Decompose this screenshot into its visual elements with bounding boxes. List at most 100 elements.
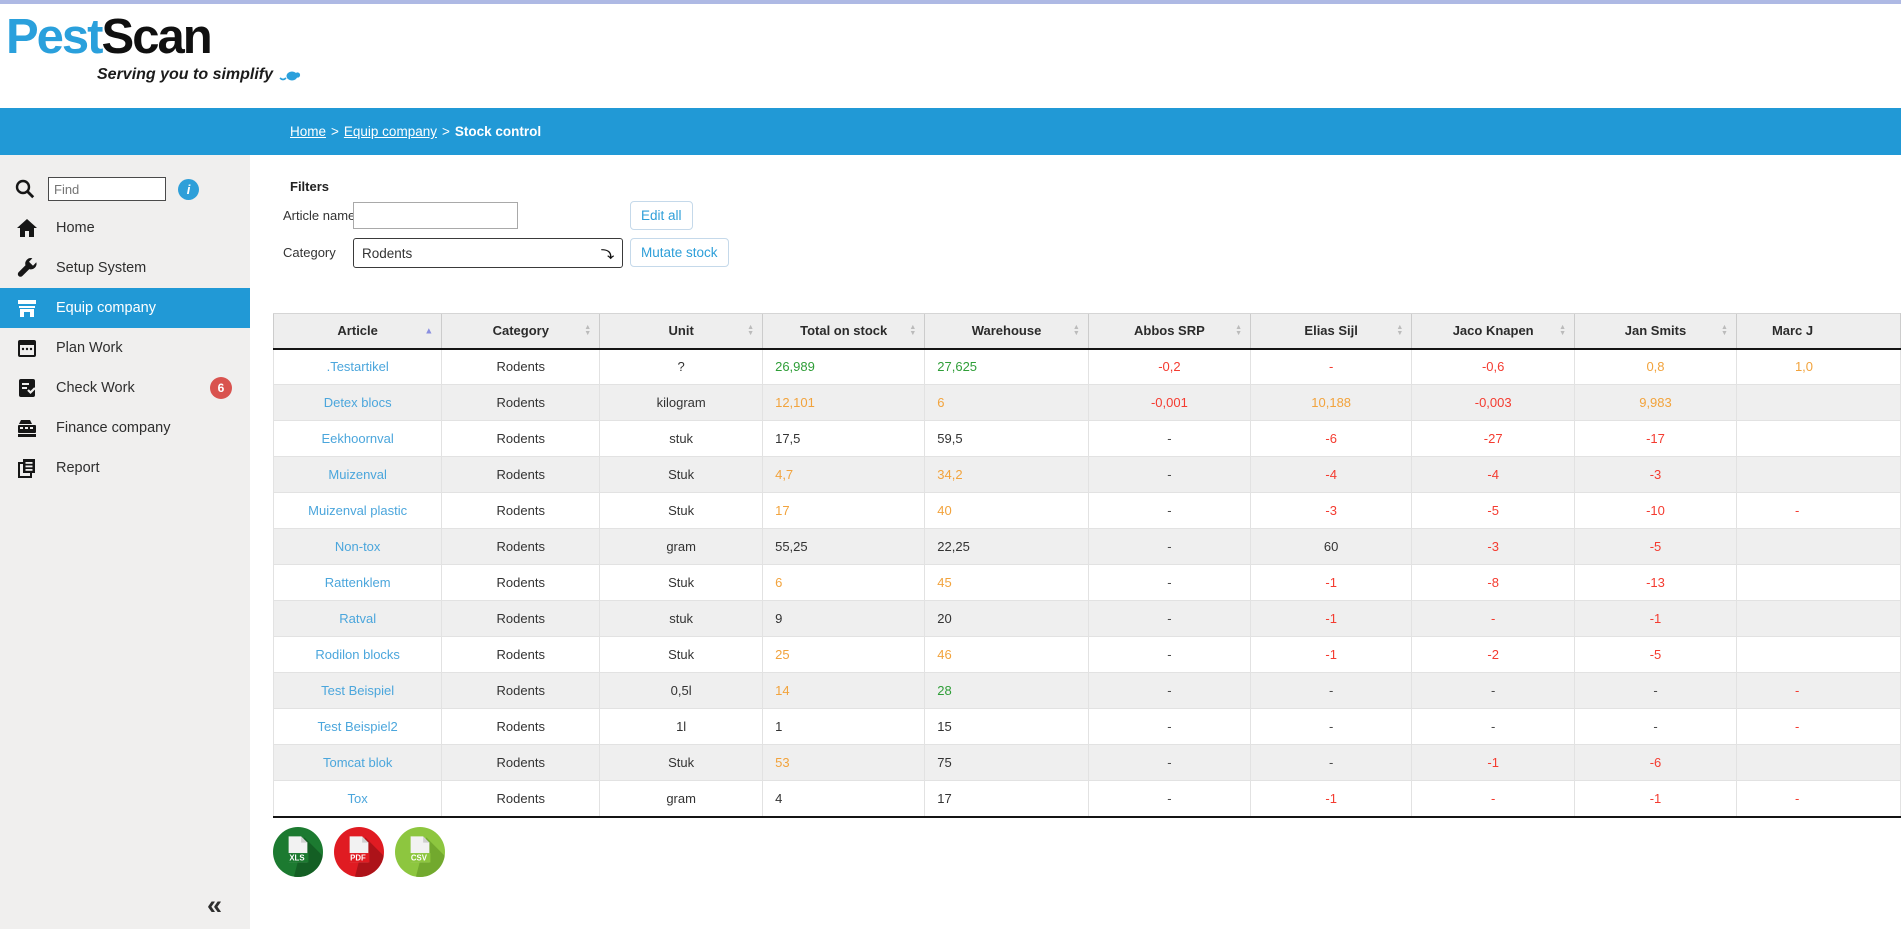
- sidebar-item-home[interactable]: Home: [0, 208, 250, 248]
- stock-value-cell: -10: [1574, 492, 1737, 529]
- stock-value-cell: -6: [1250, 420, 1413, 457]
- breadcrumb: Home > Equip company > Stock control: [0, 108, 1901, 155]
- unit-cell: stuk: [599, 600, 764, 637]
- stock-value-cell: [1735, 564, 1901, 601]
- unit-cell: Stuk: [599, 456, 764, 493]
- column-header-label: Jan Smits: [1624, 323, 1687, 339]
- category-cell: Rodents: [441, 672, 601, 709]
- export-xls-button[interactable]: XLS: [273, 827, 323, 877]
- stock-value-cell: -5: [1574, 528, 1737, 565]
- stock-value-cell: -: [1250, 708, 1413, 745]
- edit-all-button[interactable]: Edit all: [630, 201, 693, 230]
- article-link[interactable]: Non-tox: [272, 528, 443, 565]
- sidebar-item-report[interactable]: Report: [0, 448, 250, 488]
- column-header-jan-smits[interactable]: Jan Smits ▲ ▼: [1574, 313, 1737, 349]
- table-row: Muizenval Rodents Stuk 4,7 34,2- -4 -4 -3: [272, 456, 1901, 493]
- find-input[interactable]: [48, 177, 166, 201]
- table-row: Test Beispiel Rodents 0,5l 14 28- - - - -: [272, 672, 1901, 709]
- stock-value-cell: 20: [924, 600, 1089, 637]
- stock-value-cell: 22,25: [924, 528, 1089, 565]
- category-select[interactable]: Rodents ⤵: [353, 238, 623, 268]
- table-body: .Testartikel Rodents? 26,989 27,625 -0,2- -0,…: [272, 348, 1901, 817]
- wrench-icon: [15, 257, 39, 279]
- article-link[interactable]: Muizenval plastic: [272, 492, 443, 529]
- article-link[interactable]: Tomcat blok: [272, 744, 443, 781]
- export-pdf-button[interactable]: PDF: [334, 827, 384, 877]
- column-header-category[interactable]: Category ▲ ▼: [441, 313, 600, 349]
- unit-cell: Stuk: [599, 564, 764, 601]
- sort-both-icon: ▲ ▼: [747, 323, 755, 337]
- column-header-label: Abbos SRP: [1133, 323, 1205, 339]
- stock-value-cell: -3: [1574, 456, 1737, 493]
- table-row: Tomcat blok Rodents Stuk 53 75- - -1 -6: [272, 744, 1901, 781]
- stock-value-cell: -: [1087, 420, 1252, 457]
- column-header-abbos-srp[interactable]: Abbos SRP ▲ ▼: [1087, 313, 1251, 349]
- article-link[interactable]: Muizenval: [272, 456, 443, 493]
- mutate-stock-button[interactable]: Mutate stock: [630, 238, 729, 267]
- logo-tagline: Serving you to simplify: [97, 66, 301, 86]
- stock-value-cell: -3: [1411, 528, 1576, 565]
- info-icon[interactable]: i: [178, 178, 199, 200]
- column-header-label: Marc J: [1771, 323, 1814, 339]
- stock-value-cell: 55,25: [762, 528, 926, 565]
- stock-value-cell: [1735, 744, 1901, 781]
- breadcrumb-link[interactable]: Home: [290, 124, 327, 139]
- stock-value-cell: -2: [1411, 636, 1576, 673]
- export-csv-button[interactable]: CSV: [395, 827, 445, 877]
- sidebar-item-plan-work[interactable]: Plan Work: [0, 328, 250, 368]
- column-header-jaco-knapen[interactable]: Jaco Knapen ▲ ▼: [1411, 313, 1575, 349]
- unit-cell: kilogram: [599, 384, 764, 421]
- stock-value-cell: 14: [762, 672, 926, 709]
- category-cell: Rodents: [441, 492, 601, 529]
- stock-value-cell: 15: [924, 708, 1089, 745]
- table-row: Eekhoornval Rodents stuk 17,5 59,5- -6 -27 -17: [272, 420, 1901, 457]
- collapse-sidebar-button[interactable]: «: [206, 890, 222, 920]
- sidebar-item-equip-company[interactable]: Equip company: [0, 288, 250, 328]
- column-header-marc-j[interactable]: Marc J: [1735, 313, 1901, 349]
- column-header-total-on-stock[interactable]: Total on stock ▲ ▼: [762, 313, 925, 349]
- stock-value-cell: 4: [762, 780, 926, 817]
- article-name-input[interactable]: [353, 202, 518, 229]
- article-link[interactable]: Tox: [272, 780, 443, 817]
- stock-value-cell: -1: [1250, 636, 1413, 673]
- sidebar-item-check-work[interactable]: Check Work 6: [0, 368, 250, 408]
- article-link[interactable]: Eekhoornval: [272, 420, 443, 457]
- stock-value-cell: -: [1411, 708, 1576, 745]
- svg-text:CSV: CSV: [411, 853, 428, 862]
- stock-value-cell: -1: [1411, 744, 1576, 781]
- column-header-warehouse[interactable]: Warehouse ▲ ▼: [924, 313, 1089, 349]
- stock-value-cell: -: [1087, 456, 1252, 493]
- main-content: Filters Article name Edit all Category R…: [250, 155, 1901, 929]
- stock-value-cell: -: [1411, 672, 1576, 709]
- sort-both-icon: ▲ ▼: [1559, 323, 1567, 337]
- search-icon: [15, 179, 35, 199]
- article-link[interactable]: Rattenklem: [272, 564, 443, 601]
- article-link[interactable]: Detex blocs: [272, 384, 443, 421]
- table-header-row: Article ▲ Category ▲ ▼ Unit ▲ ▼ Total on stock ▲ ▼…: [272, 313, 1901, 349]
- breadcrumb-link[interactable]: Equip company: [343, 124, 437, 139]
- column-header-label: Unit: [668, 323, 694, 339]
- sidebar-item-label: Equip company: [56, 300, 156, 316]
- stock-value-cell: -: [1735, 672, 1901, 709]
- stock-value-cell: 75: [924, 744, 1089, 781]
- stock-value-cell: -17: [1574, 420, 1737, 457]
- stock-value-cell: -6: [1574, 744, 1737, 781]
- sidebar-item-finance-company[interactable]: Finance company: [0, 408, 250, 448]
- article-link[interactable]: Rodilon blocks: [272, 636, 443, 673]
- unit-cell: gram: [599, 528, 764, 565]
- sidebar-item-setup-system[interactable]: Setup System: [0, 248, 250, 288]
- column-header-label: Total on stock: [800, 323, 888, 339]
- stock-value-cell: -1: [1250, 780, 1413, 817]
- stock-value-cell: -: [1411, 780, 1576, 817]
- stock-value-cell: [1735, 384, 1901, 421]
- article-link[interactable]: Test Beispiel: [272, 672, 443, 709]
- article-link[interactable]: .Testartikel: [272, 348, 443, 385]
- article-link[interactable]: Test Beispiel2: [272, 708, 443, 745]
- pestscan-logo: PestScan: [6, 6, 213, 68]
- column-header-elias-sijl[interactable]: Elias Sijl ▲ ▼: [1250, 313, 1412, 349]
- article-link[interactable]: Ratval: [272, 600, 443, 637]
- column-header-unit[interactable]: Unit ▲ ▼: [599, 313, 763, 349]
- category-cell: Rodents: [441, 384, 601, 421]
- stock-value-cell: -: [1735, 708, 1901, 745]
- column-header-article[interactable]: Article ▲: [272, 313, 442, 349]
